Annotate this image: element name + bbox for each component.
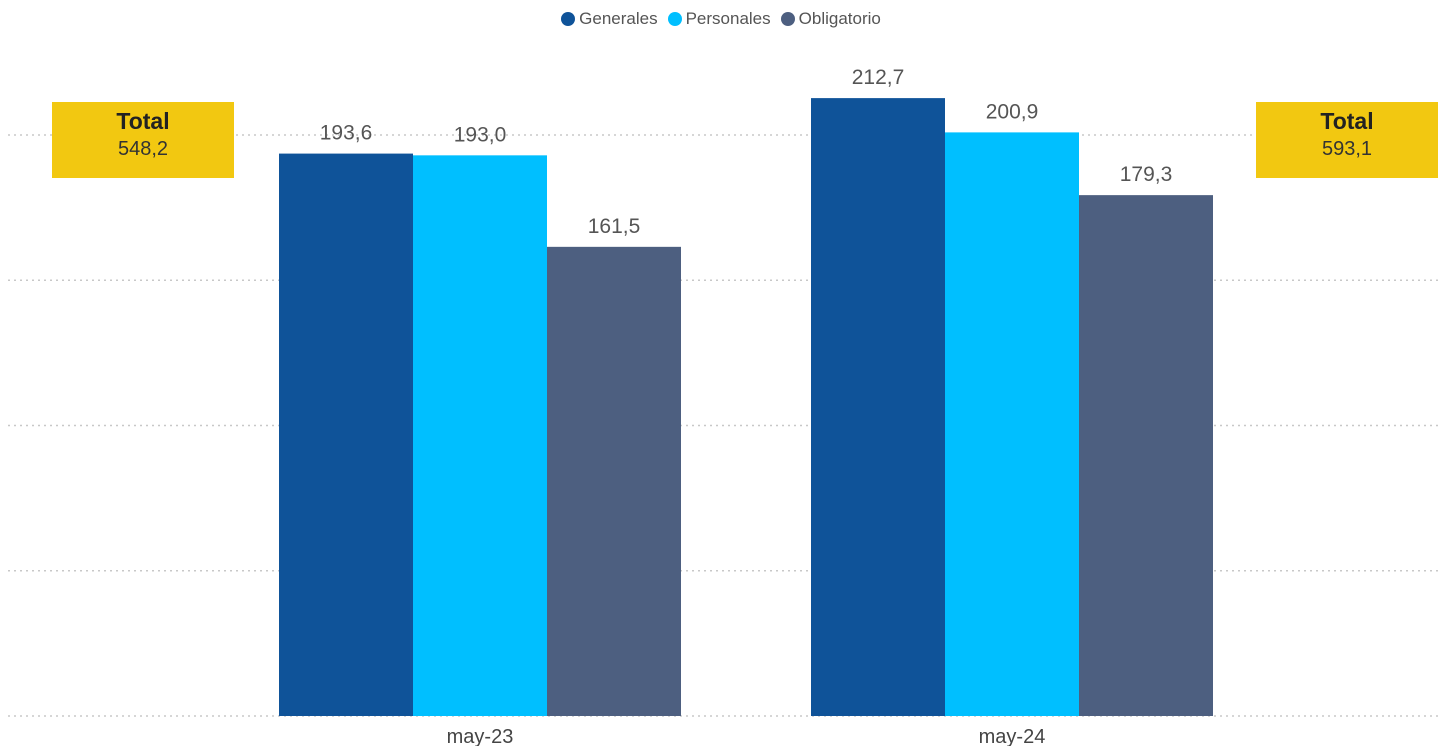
data-label-obligatorio-may-24: 179,3 <box>1120 163 1173 186</box>
data-label-generales-may-24: 212,7 <box>852 66 905 89</box>
bar-personales-may-23[interactable] <box>413 155 547 716</box>
data-label-personales-may-23: 193,0 <box>454 123 507 146</box>
total-card-title: Total <box>116 108 170 134</box>
legend-label-personales: Personales <box>685 9 771 28</box>
legend-item-personales[interactable]: Personales <box>667 9 771 29</box>
total-card-value: 593,1 <box>1321 138 1373 160</box>
bar-obligatorio-may-23[interactable] <box>547 246 681 716</box>
chart-legend: Generales Personales Obligatorio <box>0 9 1442 29</box>
bar-obligatorio-may-24[interactable] <box>1079 195 1213 717</box>
total-card-may-23: Total 548,2 <box>52 102 234 178</box>
legend-label-generales: Generales <box>579 9 658 28</box>
total-card-title: Total <box>1320 108 1374 134</box>
bar-generales-may-24[interactable] <box>811 98 945 716</box>
total-card-value: 548,2 <box>117 138 169 160</box>
total-card-may-24: Total 593,1 <box>1256 102 1438 178</box>
x-tick-label-may-23: may-23 <box>447 726 514 746</box>
bar-generales-may-23[interactable] <box>279 153 413 717</box>
data-label-generales-may-23: 193,6 <box>320 122 373 145</box>
data-label-obligatorio-may-23: 161,5 <box>588 215 641 238</box>
data-label-personales-may-24: 200,9 <box>986 100 1039 123</box>
bar-personales-may-24[interactable] <box>945 132 1079 716</box>
legend-label-obligatorio: Obligatorio <box>798 9 881 28</box>
legend-marker-personales <box>667 12 682 26</box>
x-tick-label-may-24: may-24 <box>979 726 1046 746</box>
legend-marker-obligatorio <box>780 12 795 26</box>
legend-item-obligatorio[interactable]: Obligatorio <box>780 9 881 29</box>
legend-marker-generales <box>561 12 576 26</box>
legend-item-generales[interactable]: Generales <box>561 9 658 29</box>
